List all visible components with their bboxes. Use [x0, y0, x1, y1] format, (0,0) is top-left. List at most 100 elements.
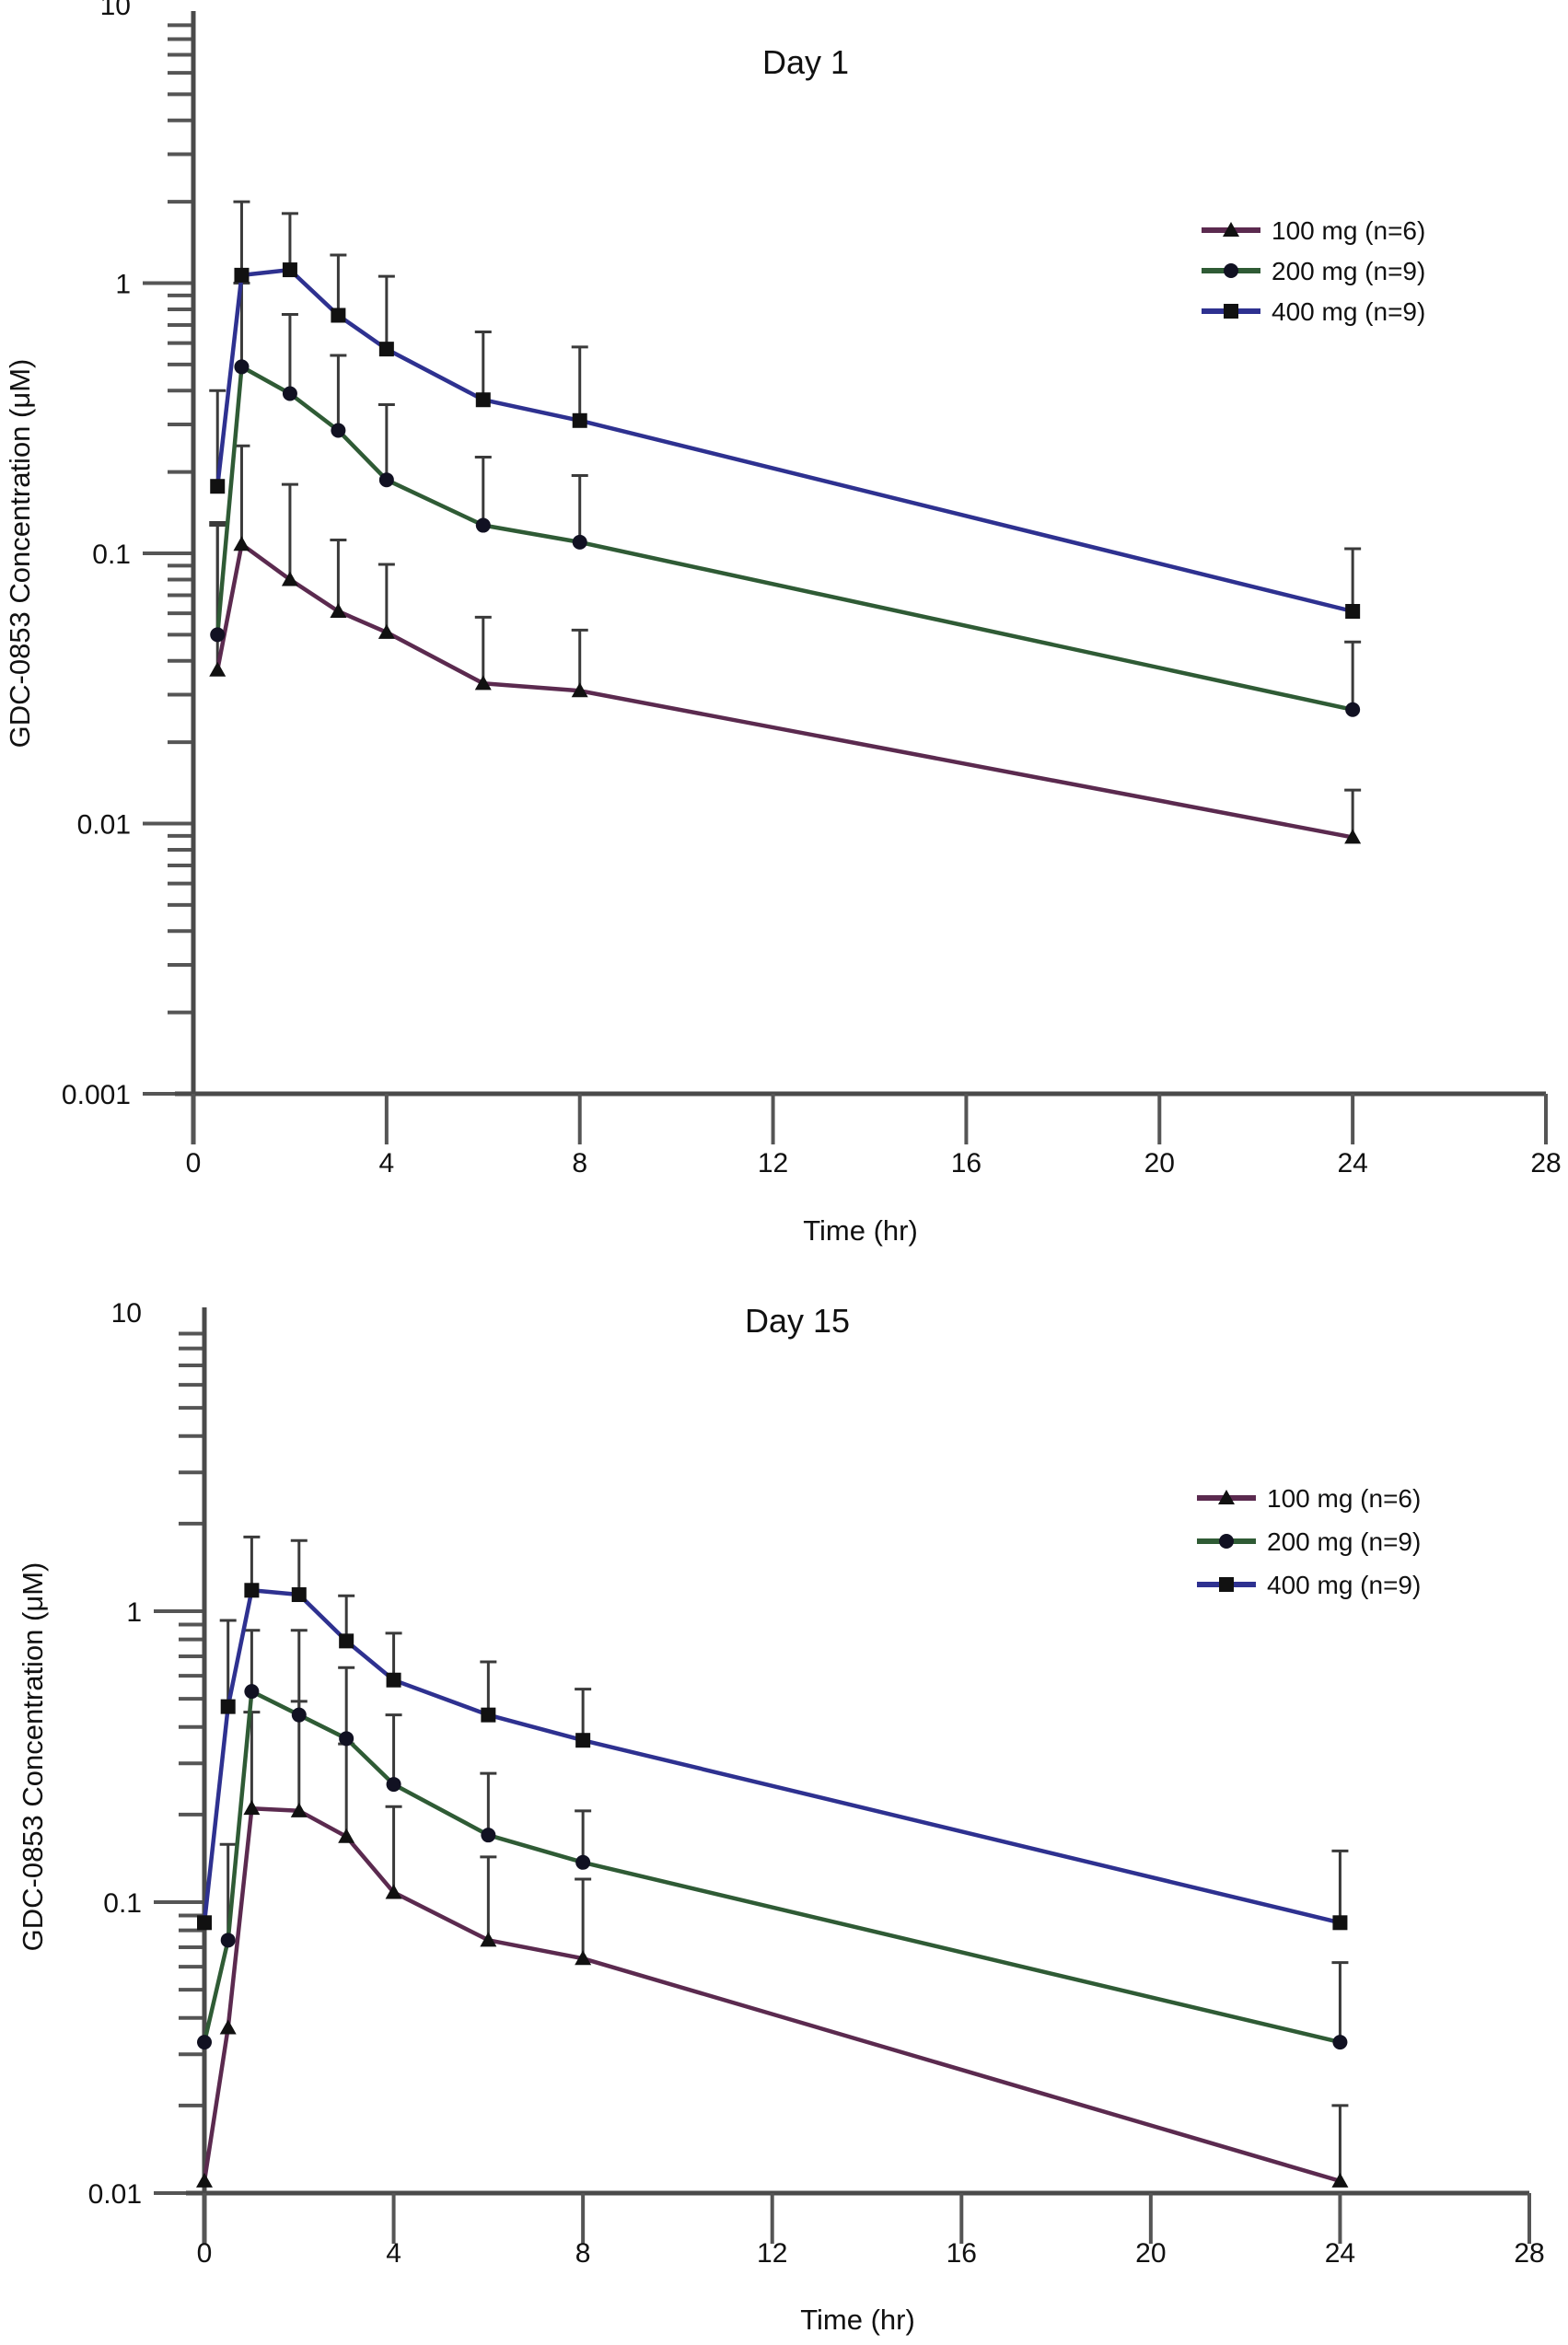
series-100mg: [196, 1700, 1349, 2188]
y-axis-title: GDC-0853 Concentration (μM): [17, 1562, 49, 1952]
data-point: [572, 412, 587, 428]
y-tick-label: 1: [126, 1597, 142, 1628]
legend: 100 mg (n=6) 200 mg (n=9) 400 mg (n=9): [1197, 1484, 1421, 1599]
legend-label: 100 mg (n=6): [1272, 216, 1425, 245]
data-point: [571, 682, 588, 698]
data-point: [474, 675, 492, 691]
y-tick-label: 0.01: [88, 2179, 142, 2210]
data-point: [220, 1933, 236, 1948]
x-tick-label: 24: [1337, 1148, 1367, 1178]
data-point: [385, 1884, 402, 1899]
x-tick-label: 4: [386, 2238, 401, 2269]
series-400mg: [197, 1535, 1349, 1931]
legend-label: 400 mg (n=9): [1272, 297, 1425, 326]
x-tick-label: 12: [758, 1148, 788, 1178]
series-400mg: [209, 200, 1362, 620]
y-tick-label: 0.001: [62, 1080, 131, 1110]
data-point: [377, 623, 395, 639]
data-point: [331, 308, 346, 323]
series-200mg: [197, 1629, 1349, 2050]
day-15-chart: Day 15 10 1 0.1 0.01 0 4 8 12 16 20 24 28 Time (hr) GD…: [17, 1298, 1545, 2336]
data-point: [243, 1800, 261, 1816]
data-point: [210, 627, 226, 643]
data-point: [331, 423, 346, 438]
legend-item: 100 mg (n=6): [1202, 216, 1425, 245]
legend: 100 mg (n=6) 200 mg (n=9) 400 mg (n=9): [1202, 216, 1425, 326]
y-tick-label: 10: [100, 0, 131, 21]
series-line: [215, 541, 1353, 840]
data-point: [234, 359, 250, 375]
data-point: [1344, 829, 1362, 844]
legend-marker: [1219, 1577, 1234, 1592]
legend-label: 200 mg (n=9): [1267, 1527, 1421, 1556]
data-point: [572, 534, 587, 550]
data-point: [475, 392, 491, 408]
legend-item: 200 mg (n=9): [1197, 1527, 1421, 1556]
data-point: [475, 517, 491, 533]
data-point: [575, 1854, 591, 1870]
y-tick-label: 1: [115, 270, 131, 300]
y-tick-label: 10: [111, 1298, 142, 1329]
x-tick-label: 28: [1530, 1148, 1561, 1178]
data-point: [1345, 604, 1361, 620]
data-point: [386, 1777, 401, 1793]
data-point: [234, 267, 250, 283]
series-200mg: [209, 282, 1362, 717]
data-point: [1331, 2172, 1349, 2188]
data-point: [330, 603, 347, 619]
data-point: [233, 536, 250, 551]
data-point: [339, 1633, 354, 1649]
data-point: [282, 386, 297, 401]
series-line: [215, 267, 1353, 614]
x-tick-label: 24: [1325, 2238, 1355, 2269]
y-axis-title: GDC-0853 Concentration (μM): [4, 359, 36, 749]
data-point: [291, 1587, 307, 1603]
data-point: [386, 1672, 401, 1688]
data-point: [338, 1828, 355, 1843]
data-point: [244, 1583, 260, 1598]
x-tick-label: 12: [757, 2238, 787, 2269]
legend-item: 100 mg (n=6): [1197, 1484, 1421, 1513]
legend-item: 400 mg (n=9): [1197, 1571, 1421, 1599]
data-point: [210, 479, 226, 494]
data-point: [291, 1707, 307, 1723]
data-point: [282, 262, 297, 278]
data-point: [339, 1731, 354, 1747]
legend-label: 200 mg (n=9): [1272, 257, 1425, 285]
data-point: [281, 571, 298, 586]
legend-marker: [1218, 1490, 1235, 1504]
legend-marker: [1224, 304, 1238, 319]
legend-marker: [1223, 222, 1239, 237]
y-tick-label: 0.01: [77, 810, 131, 841]
x-tick-label: 4: [379, 1148, 395, 1178]
data-point: [575, 1733, 591, 1748]
data-point: [244, 1684, 260, 1700]
x-tick-label: 16: [947, 2238, 977, 2269]
data-point: [1345, 702, 1361, 717]
data-point: [1332, 1915, 1348, 1931]
data-point: [378, 472, 394, 488]
data-point: [197, 1915, 212, 1931]
x-tick-label: 8: [575, 2238, 591, 2269]
legend-label: 100 mg (n=6): [1267, 1484, 1421, 1513]
x-tick-label: 20: [1135, 2238, 1166, 2269]
legend-item: 200 mg (n=9): [1202, 257, 1425, 285]
x-tick-label: 16: [951, 1148, 981, 1178]
series-line: [202, 1689, 1341, 2045]
legend-label: 400 mg (n=9): [1267, 1571, 1421, 1599]
chart-title: Day 1: [762, 43, 849, 81]
data-point: [575, 1950, 592, 1966]
x-axis-title: Time (hr): [803, 1214, 918, 1247]
data-point: [290, 1802, 308, 1817]
x-tick-label: 28: [1514, 2238, 1544, 2269]
y-tick-label: 0.1: [103, 1888, 142, 1919]
x-tick-label: 0: [197, 2238, 213, 2269]
data-point: [196, 2172, 213, 2188]
x-axis-title: Time (hr): [800, 2304, 915, 2336]
chart-title: Day 15: [745, 1302, 850, 1340]
data-point: [209, 661, 226, 677]
x-tick-label: 20: [1144, 1148, 1175, 1178]
legend-item: 400 mg (n=9): [1202, 297, 1425, 326]
data-point: [480, 1932, 497, 1947]
